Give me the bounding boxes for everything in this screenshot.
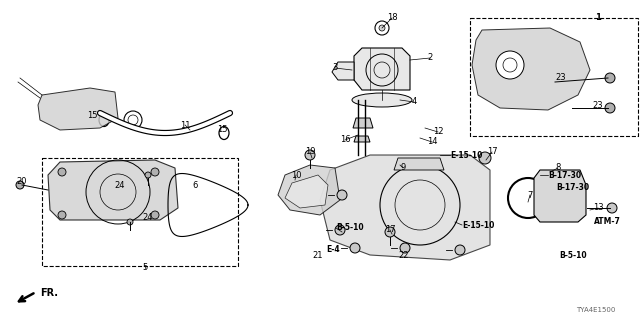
Circle shape — [305, 150, 315, 160]
Text: B-17-30: B-17-30 — [548, 171, 581, 180]
Circle shape — [607, 203, 617, 213]
Circle shape — [379, 25, 385, 31]
Text: 23: 23 — [556, 74, 566, 83]
Polygon shape — [48, 160, 178, 220]
Text: FR.: FR. — [40, 288, 58, 298]
Circle shape — [605, 73, 615, 83]
Text: 2: 2 — [428, 53, 433, 62]
Bar — [470, 18, 638, 136]
Bar — [42, 158, 238, 266]
Text: 23: 23 — [593, 100, 604, 109]
Circle shape — [151, 211, 159, 219]
Text: 3: 3 — [332, 63, 338, 73]
Circle shape — [605, 103, 615, 113]
Text: 12: 12 — [433, 127, 444, 137]
Text: 21: 21 — [313, 251, 323, 260]
Text: E-15-10: E-15-10 — [462, 220, 494, 229]
Text: B-17-30: B-17-30 — [556, 183, 589, 193]
Text: B-5-10: B-5-10 — [336, 223, 364, 233]
Polygon shape — [354, 136, 370, 142]
Text: B-5-10: B-5-10 — [559, 251, 587, 260]
Circle shape — [58, 211, 66, 219]
Circle shape — [151, 168, 159, 176]
Text: 6: 6 — [192, 180, 198, 189]
Circle shape — [58, 168, 66, 176]
Circle shape — [337, 190, 347, 200]
Ellipse shape — [99, 114, 109, 126]
Circle shape — [479, 152, 491, 164]
Polygon shape — [332, 62, 354, 80]
Circle shape — [145, 172, 151, 178]
Text: 4: 4 — [412, 98, 417, 107]
Circle shape — [496, 51, 524, 79]
Text: 14: 14 — [427, 138, 437, 147]
Polygon shape — [285, 175, 328, 208]
Text: 18: 18 — [387, 13, 397, 22]
Text: 19: 19 — [305, 148, 316, 156]
Text: ATM-7: ATM-7 — [594, 218, 621, 227]
Circle shape — [16, 181, 24, 189]
Polygon shape — [278, 165, 340, 215]
Text: 7: 7 — [527, 190, 532, 199]
Text: 16: 16 — [340, 135, 350, 145]
Text: 9: 9 — [401, 164, 406, 172]
Polygon shape — [38, 88, 118, 130]
Text: 11: 11 — [180, 121, 190, 130]
Text: 10: 10 — [291, 171, 301, 180]
Circle shape — [127, 219, 133, 225]
Circle shape — [124, 111, 142, 129]
Text: 22: 22 — [399, 251, 409, 260]
Text: E-4: E-4 — [326, 245, 340, 254]
Text: 1: 1 — [595, 13, 601, 22]
Text: 24: 24 — [143, 213, 153, 222]
Circle shape — [350, 243, 360, 253]
Text: 13: 13 — [593, 204, 604, 212]
Text: 15: 15 — [217, 125, 227, 134]
Circle shape — [400, 243, 410, 253]
Circle shape — [375, 21, 389, 35]
Ellipse shape — [219, 126, 229, 140]
Text: 24: 24 — [115, 180, 125, 189]
Circle shape — [335, 225, 345, 235]
Polygon shape — [320, 155, 490, 260]
Text: 17: 17 — [486, 148, 497, 156]
Circle shape — [455, 245, 465, 255]
Ellipse shape — [352, 93, 412, 107]
Text: 15: 15 — [87, 110, 97, 119]
Polygon shape — [354, 48, 410, 90]
Polygon shape — [534, 170, 586, 222]
Text: 17: 17 — [385, 226, 396, 235]
Circle shape — [385, 227, 395, 237]
Text: TYA4E1500: TYA4E1500 — [576, 307, 616, 313]
Text: 20: 20 — [17, 178, 28, 187]
Text: 5: 5 — [142, 263, 148, 273]
Polygon shape — [394, 158, 444, 170]
Polygon shape — [472, 28, 590, 110]
Polygon shape — [353, 118, 373, 128]
Text: E-15-10: E-15-10 — [450, 150, 483, 159]
Text: 8: 8 — [556, 164, 561, 172]
